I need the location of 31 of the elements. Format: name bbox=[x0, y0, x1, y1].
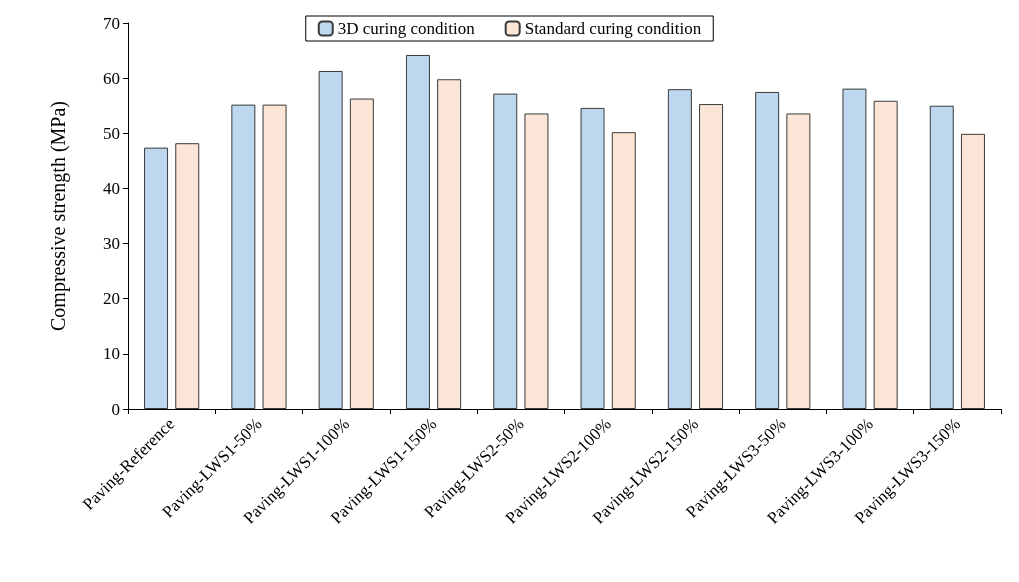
bar bbox=[580, 107, 605, 409]
bar bbox=[960, 133, 985, 409]
bar bbox=[667, 89, 692, 409]
bar bbox=[786, 113, 811, 409]
y-tick-label: 20 bbox=[103, 289, 120, 309]
bar bbox=[318, 70, 343, 409]
bar bbox=[262, 104, 287, 409]
bar bbox=[175, 143, 200, 409]
legend-label: Standard curing condition bbox=[524, 19, 702, 38]
bar bbox=[231, 104, 256, 409]
bar bbox=[437, 79, 462, 409]
y-tick-label: 60 bbox=[103, 68, 120, 88]
legend-label: 3D curing condition bbox=[337, 19, 476, 38]
bar bbox=[611, 132, 636, 409]
y-tick-label: 40 bbox=[103, 178, 120, 198]
bar bbox=[699, 104, 724, 409]
bar bbox=[755, 91, 780, 409]
y-tick-label: 50 bbox=[103, 123, 120, 143]
y-tick-label: 70 bbox=[103, 13, 120, 33]
bar bbox=[873, 100, 898, 409]
bar bbox=[929, 105, 954, 409]
y-axis-title: Compressive strength (MPa) bbox=[47, 101, 70, 331]
y-tick-label: 10 bbox=[103, 344, 120, 364]
bar bbox=[493, 93, 518, 409]
y-tick-label: 30 bbox=[103, 234, 120, 254]
bar bbox=[842, 88, 867, 409]
y-tick-label: 0 bbox=[111, 399, 120, 419]
bar bbox=[524, 113, 549, 409]
bar bbox=[349, 98, 374, 409]
bar bbox=[405, 54, 430, 409]
bar bbox=[144, 147, 169, 409]
